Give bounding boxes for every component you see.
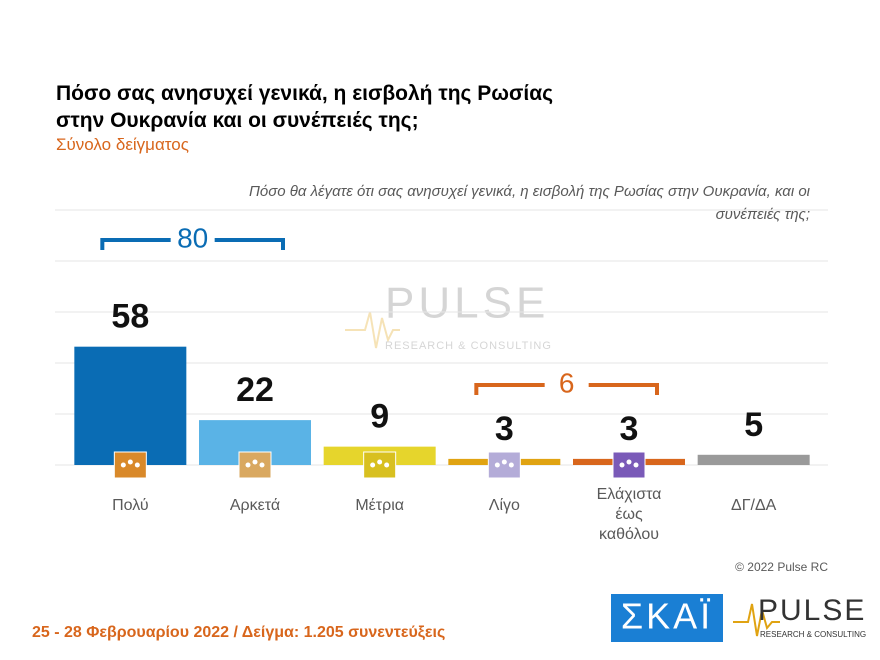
icon bbox=[113, 451, 147, 479]
x-tick-label: Λίγο bbox=[488, 497, 520, 514]
icon-star bbox=[384, 462, 390, 468]
value-label: 58 bbox=[111, 298, 149, 336]
bracket-label: 6 bbox=[559, 367, 575, 398]
icon-star bbox=[633, 462, 639, 468]
icon-star bbox=[134, 462, 140, 468]
chart-title: Πόσο σας ανησυχεί γενικά, η εισβολή της … bbox=[56, 82, 554, 132]
x-tick-label: Αρκετά bbox=[229, 497, 281, 514]
x-tick-label: Πολύ bbox=[112, 497, 149, 514]
pulse-logo-tag: RESEARCH & CONSULTING bbox=[760, 630, 866, 639]
icon-star bbox=[377, 459, 383, 465]
skai-logo-text: ΣΚΑΪ bbox=[621, 596, 713, 637]
watermark: PULSE RESEARCH & CONSULTING bbox=[345, 279, 552, 352]
x-tick-label: Ελάχιστα έως καθόλου bbox=[596, 486, 662, 543]
icon-star bbox=[626, 459, 632, 465]
icon-star bbox=[127, 459, 133, 465]
bar bbox=[74, 346, 187, 465]
icon bbox=[363, 451, 397, 479]
bracket-label: 80 bbox=[177, 222, 208, 253]
icon-star bbox=[619, 462, 625, 468]
icon-star bbox=[252, 459, 258, 465]
value-label: 5 bbox=[744, 406, 763, 444]
value-label: 3 bbox=[495, 410, 514, 448]
copyright: © 2022 Pulse RC bbox=[735, 560, 828, 574]
icon-star bbox=[245, 462, 251, 468]
skai-logo bbox=[611, 594, 723, 642]
watermark-icon bbox=[345, 311, 400, 349]
icon-star bbox=[508, 462, 514, 468]
pulse-logo-text: PULSE bbox=[758, 594, 866, 627]
pulse-logo-icon bbox=[733, 603, 780, 637]
bracket bbox=[100, 238, 285, 250]
footer: 25 - 28 Φεβρουαρίου 2022 / Δείγμα: 1.205… bbox=[32, 624, 445, 641]
subtitle: Σύνολο δείγματος bbox=[56, 135, 189, 154]
watermark-tag: RESEARCH & CONSULTING bbox=[385, 340, 552, 352]
icon-star bbox=[120, 462, 126, 468]
bracket bbox=[474, 383, 659, 395]
icon-star bbox=[259, 462, 265, 468]
bar bbox=[697, 454, 810, 465]
icon bbox=[487, 451, 521, 479]
x-tick-label: Μέτρια bbox=[355, 497, 404, 514]
watermark-text: PULSE bbox=[385, 279, 549, 328]
icon bbox=[612, 451, 646, 479]
value-label: 3 bbox=[620, 410, 639, 448]
icon-star bbox=[370, 462, 376, 468]
icon bbox=[238, 451, 272, 479]
value-label: 9 bbox=[370, 398, 389, 436]
value-label: 22 bbox=[236, 371, 274, 409]
icon-star bbox=[494, 462, 500, 468]
icon-star bbox=[501, 459, 507, 465]
x-tick-label: ΔΓ/ΔΑ bbox=[731, 497, 777, 514]
